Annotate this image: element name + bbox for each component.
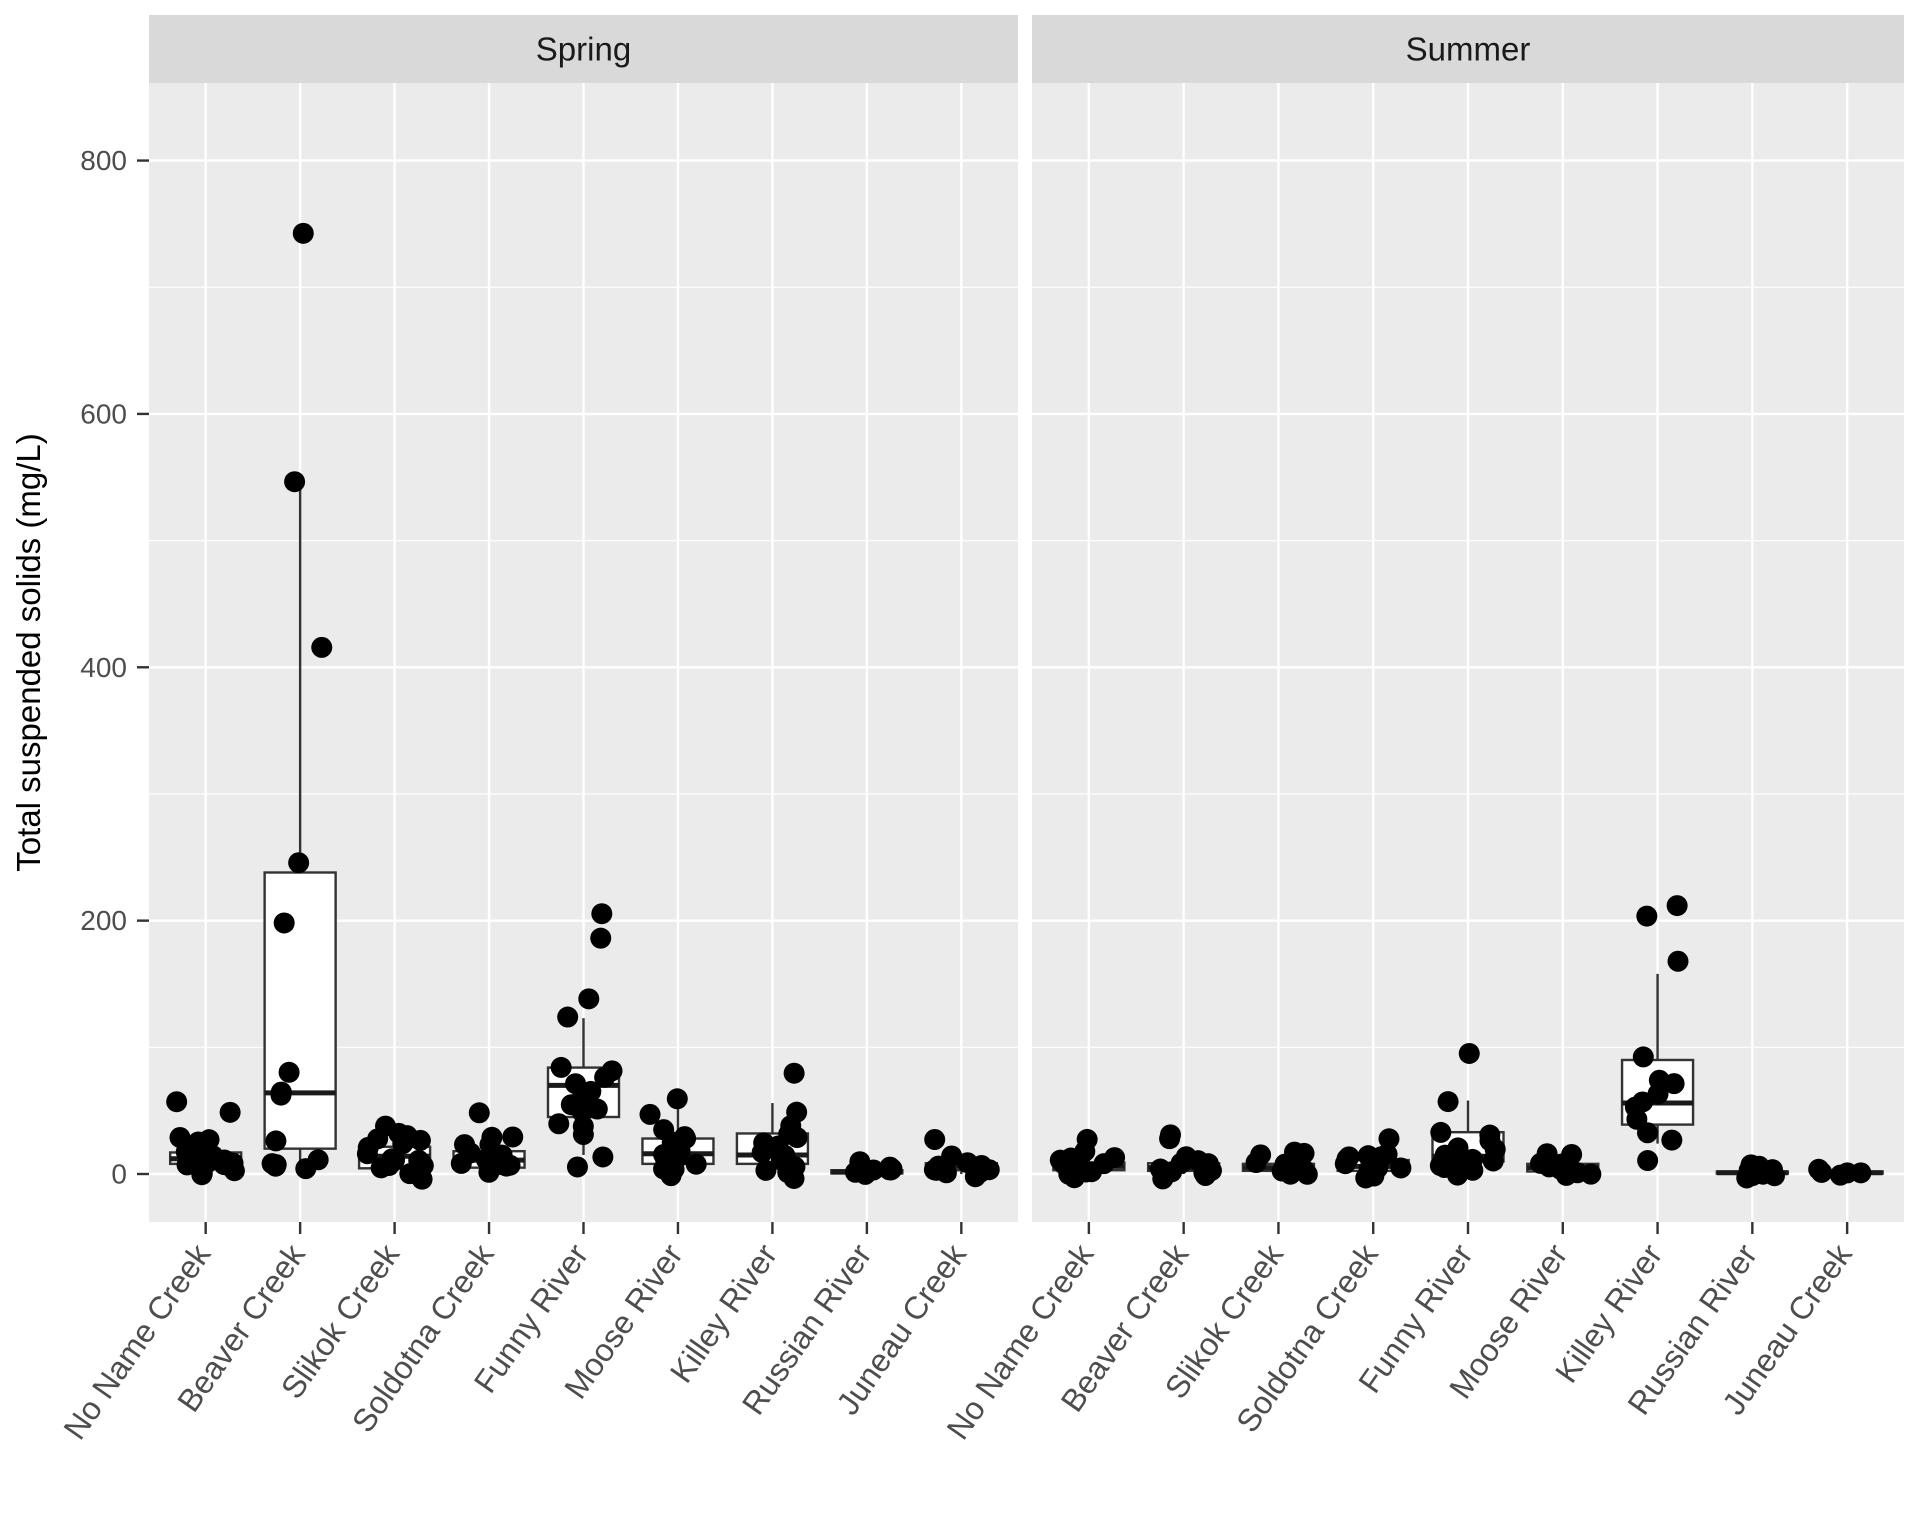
jitter-point (1334, 1153, 1356, 1175)
jitter-point (370, 1157, 392, 1179)
jitter-point (1647, 1083, 1669, 1105)
jitter-point (219, 1156, 241, 1178)
y-tick-label: 600 (80, 398, 127, 429)
jitter-point (1429, 1155, 1451, 1177)
jitter-point (265, 1130, 287, 1152)
jitter-point (924, 1128, 946, 1150)
jitter-point (284, 471, 306, 493)
jitter-point (578, 988, 600, 1010)
jitter-point (566, 1156, 588, 1178)
jitter-point (292, 222, 314, 244)
jitter-point (1632, 1046, 1654, 1068)
jitter-point (1063, 1167, 1085, 1189)
facet-strip (149, 15, 1018, 83)
jitter-point (409, 1129, 431, 1151)
jitter-point (1663, 1073, 1685, 1095)
jitter-point (1550, 1158, 1572, 1180)
jitter-point (1152, 1168, 1174, 1190)
jitter-point (594, 1066, 616, 1088)
jitter-point (191, 1164, 213, 1186)
jitter-point (854, 1163, 876, 1185)
jitter-point (666, 1088, 688, 1110)
y-tick-label: 400 (80, 652, 127, 683)
jitter-point (1194, 1164, 1216, 1186)
jitter-point (502, 1126, 524, 1148)
jitter-point (751, 1141, 773, 1163)
jitter-point (265, 1155, 287, 1177)
facet-strip-label: Spring (536, 31, 631, 68)
jitter-point (783, 1167, 805, 1189)
jitter-point (1637, 1150, 1659, 1172)
jitter-point (219, 1101, 241, 1123)
jitter-point (639, 1103, 661, 1125)
jitter-point (273, 912, 295, 934)
jitter-point (176, 1154, 198, 1176)
jitter-point (1667, 950, 1689, 972)
jitter-point (478, 1161, 500, 1183)
jitter-point (392, 1133, 414, 1155)
jitter-point (592, 1146, 614, 1168)
y-tick-label: 0 (111, 1159, 127, 1190)
jitter-point (495, 1155, 517, 1177)
jitter-point (591, 903, 613, 925)
jitter-point (1378, 1128, 1400, 1150)
jitter-point (755, 1159, 777, 1181)
jitter-point (923, 1159, 945, 1181)
boxplot-box (263, 871, 337, 1150)
jitter-point (1482, 1150, 1504, 1172)
y-tick-label: 200 (80, 905, 127, 936)
jitter-point (311, 636, 333, 658)
jitter-point (881, 1158, 903, 1180)
jitter-point (1636, 905, 1658, 927)
jitter-point (1081, 1161, 1103, 1183)
jitter-point (270, 1084, 292, 1106)
jitter-point (1458, 1042, 1480, 1064)
jitter-point (590, 927, 612, 949)
jitter-point (1390, 1157, 1412, 1179)
jitter-point (1271, 1160, 1293, 1182)
facet-strip-label: Summer (1406, 31, 1531, 68)
jitter-point (1245, 1152, 1267, 1174)
jitter-point (1836, 1162, 1858, 1184)
jitter-point (450, 1152, 472, 1174)
jitter-point (288, 852, 310, 874)
y-tick-label: 800 (80, 145, 127, 176)
jitter-point (1666, 895, 1688, 917)
jitter-point (1159, 1128, 1181, 1150)
jitter-point (356, 1143, 378, 1165)
jitter-point (411, 1168, 433, 1190)
jitter-point (1580, 1163, 1602, 1185)
jitter-point (557, 1006, 579, 1028)
jitter-point (1636, 1122, 1658, 1144)
jitter-point (166, 1091, 188, 1113)
jitter-point (685, 1153, 707, 1175)
jitter-point (783, 1062, 805, 1084)
jitter-point (550, 1056, 572, 1078)
jitter-point (1808, 1158, 1830, 1180)
jitter-point (1355, 1167, 1377, 1189)
jitter-point (1661, 1129, 1683, 1151)
jitter-point (1751, 1160, 1773, 1182)
jitter-point (1437, 1091, 1459, 1113)
facet-strip (1032, 15, 1904, 83)
jitter-point (1462, 1159, 1484, 1181)
jitter-point (572, 1124, 594, 1146)
jitter-point (278, 1061, 300, 1083)
jitter-point (548, 1113, 570, 1135)
jitter-point (295, 1158, 317, 1180)
jitter-point (660, 1165, 682, 1187)
jitter-point (964, 1166, 986, 1188)
jitter-point (468, 1102, 490, 1124)
y-axis-title: Total suspended solids (mg/L) (10, 433, 47, 871)
jitter-point (1430, 1121, 1452, 1143)
